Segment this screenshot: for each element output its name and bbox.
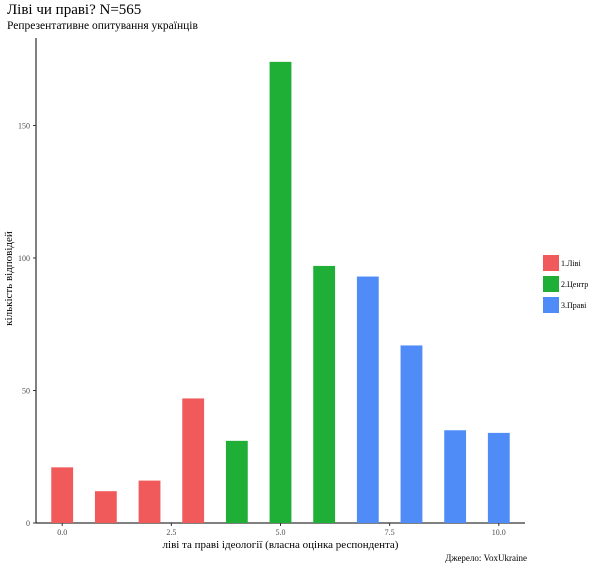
y-tick-label: 150 [18,121,30,130]
x-tick-label: 5.0 [276,528,286,537]
bars [51,61,510,524]
bar [487,432,510,523]
y-tick-label: 100 [18,254,30,263]
x-axis-title: ліві та праві ідеології (власна оцінка р… [163,539,399,551]
y-tick-label: 0 [26,519,30,528]
bar [182,398,205,523]
y-axis-ticks: 0 50 100 150 [18,121,36,528]
bar [444,430,467,523]
x-tick-label: 0.0 [57,528,67,537]
y-tick-label: 50 [22,386,30,395]
x-tick-label: 7.5 [385,528,395,537]
legend-swatch [543,297,559,313]
legend: 1.Ліві 2.Центр 3.Праві [543,255,588,313]
legend-label: 3.Праві [561,301,587,310]
bar [400,345,423,523]
bar [313,265,336,523]
y-axis-title: кількість відповідей [3,231,15,326]
source-caption: Джерело: VoxUkraine [445,553,527,563]
bar [269,61,292,524]
bar [225,440,248,523]
legend-label: 1.Ліві [561,259,581,268]
legend-swatch [543,276,559,292]
legend-swatch [543,255,559,271]
chart-subtitle: Репрезентативне опитування українців [7,20,198,32]
bar [138,480,161,523]
x-axis-ticks: 0.0 2.5 5.0 7.5 10.0 [57,523,506,537]
x-tick-label: 2.5 [166,528,176,537]
bar [94,491,117,523]
bar [356,276,379,523]
x-tick-label: 10.0 [492,528,506,537]
chart-title: Ліві чи праві? N=565 [7,2,142,18]
bar [51,467,74,523]
legend-label: 2.Центр [561,280,588,289]
